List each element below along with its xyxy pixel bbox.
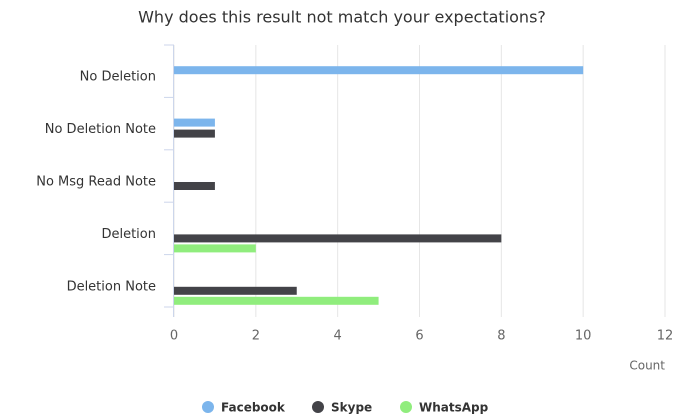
legend-label: Facebook (221, 401, 286, 415)
bar (174, 129, 215, 138)
bar (174, 118, 215, 127)
bar (174, 234, 502, 243)
legend-swatch (202, 401, 214, 413)
bar (174, 296, 379, 305)
chart-title: Why does this result not match your expe… (138, 8, 546, 27)
x-tick-label: 0 (170, 329, 178, 344)
bar (174, 286, 297, 295)
y-tick-label: Deletion Note (67, 279, 156, 294)
x-tick-label: 4 (334, 329, 342, 344)
x-tick-label: 8 (497, 329, 505, 344)
legend-label: Skype (331, 401, 372, 415)
legend-label: WhatsApp (419, 401, 489, 415)
y-tick-label: No Deletion (80, 70, 156, 85)
x-tick-label: 12 (657, 329, 674, 344)
x-tick-label: 10 (575, 329, 592, 344)
bar (174, 244, 256, 253)
bar (174, 66, 584, 75)
legend-swatch (312, 401, 324, 413)
y-tick-label: Deletion (101, 227, 156, 242)
legend-swatch (400, 401, 412, 413)
x-tick-label: 2 (252, 329, 260, 344)
x-axis-label: Count (629, 359, 665, 373)
y-tick-label: No Msg Read Note (36, 175, 156, 190)
bar (174, 182, 215, 190)
y-tick-label: No Deletion Note (45, 122, 156, 137)
x-tick-label: 6 (415, 329, 423, 344)
